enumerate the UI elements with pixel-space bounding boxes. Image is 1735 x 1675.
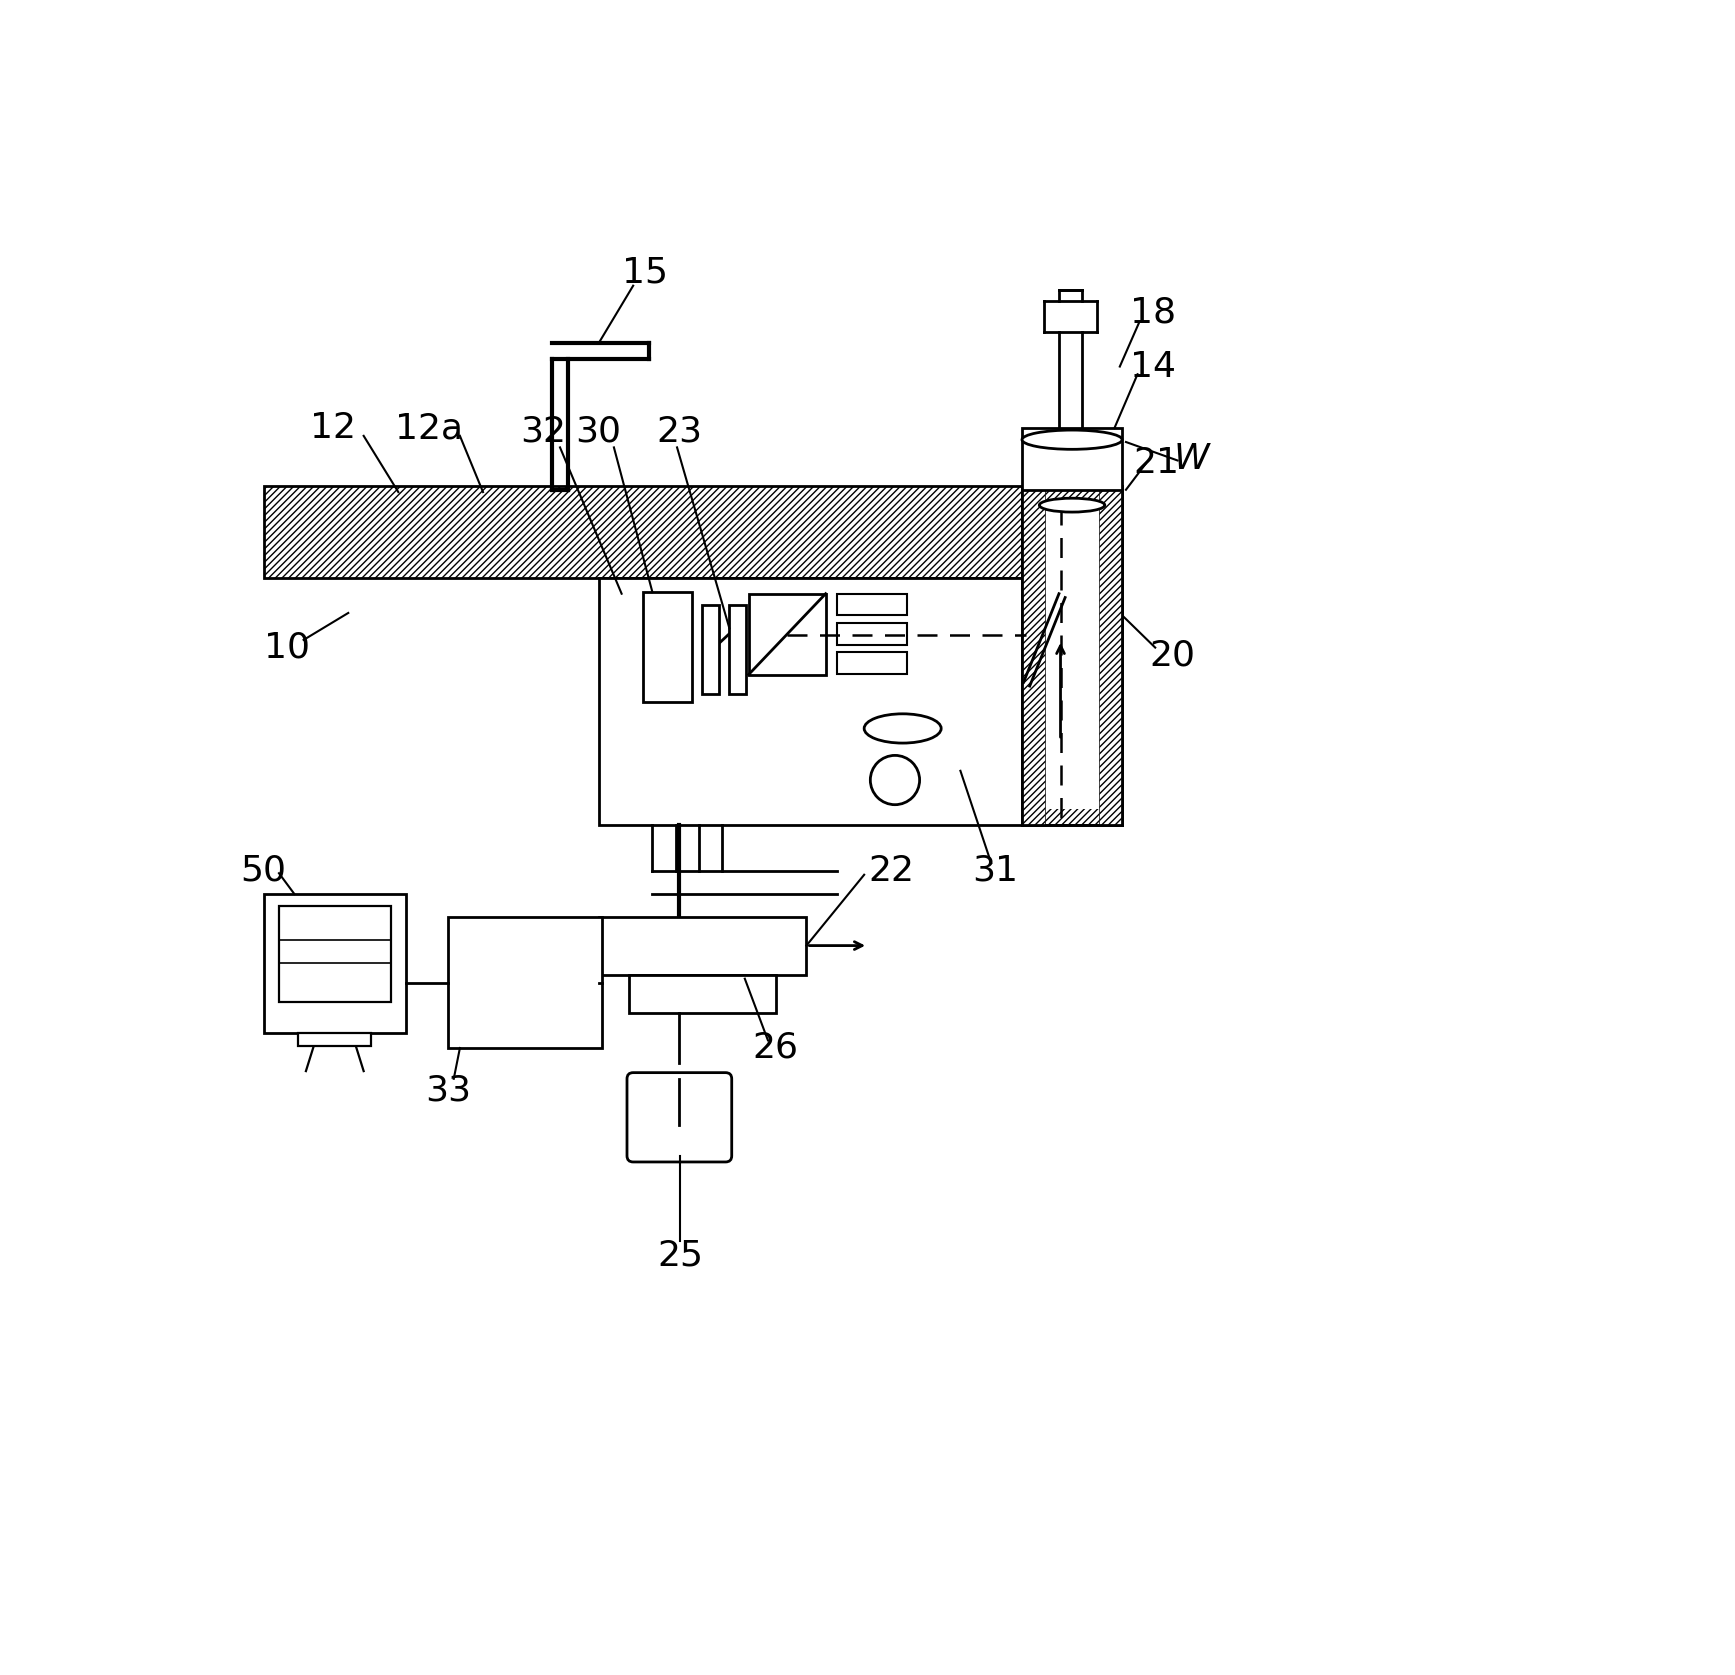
Text: 25: 25 [658, 1240, 703, 1273]
Bar [599, 578, 1022, 824]
Bar [1038, 501, 1107, 809]
Text: 20: 20 [1149, 638, 1195, 672]
Text: 26: 26 [753, 1032, 798, 1065]
Ellipse shape [1039, 497, 1105, 513]
Bar [599, 918, 807, 975]
Text: 12: 12 [311, 410, 356, 446]
Text: 50: 50 [241, 854, 286, 888]
Text: 31: 31 [972, 854, 1018, 888]
Bar [630, 975, 776, 1013]
Bar [264, 894, 406, 1032]
Text: 15: 15 [621, 256, 668, 290]
Text: 33: 33 [425, 1074, 472, 1107]
Bar [644, 593, 692, 702]
Bar [279, 906, 390, 1002]
Bar [1022, 429, 1123, 489]
Bar [838, 652, 906, 673]
Bar [729, 605, 746, 693]
Circle shape [871, 755, 920, 804]
Ellipse shape [864, 714, 940, 744]
Text: 10: 10 [264, 630, 309, 665]
Bar [1098, 486, 1123, 824]
Text: 30: 30 [576, 415, 621, 449]
Text: 32: 32 [520, 415, 566, 449]
Bar [298, 1032, 371, 1047]
Text: 18: 18 [1129, 296, 1176, 330]
Bar [838, 623, 906, 645]
Text: 14: 14 [1129, 350, 1176, 384]
Bar [838, 593, 906, 615]
Bar [1022, 486, 1123, 824]
Text: 12a: 12a [396, 410, 463, 446]
Ellipse shape [1022, 430, 1123, 449]
Bar [264, 486, 1022, 578]
FancyBboxPatch shape [626, 1072, 732, 1162]
Text: 23: 23 [656, 415, 703, 449]
Text: W: W [1173, 442, 1209, 476]
Bar [750, 593, 826, 675]
Bar [448, 918, 602, 1049]
Bar [1022, 486, 1044, 824]
Text: 21: 21 [1133, 446, 1180, 479]
Text: 22: 22 [868, 854, 914, 888]
Bar [703, 605, 720, 693]
